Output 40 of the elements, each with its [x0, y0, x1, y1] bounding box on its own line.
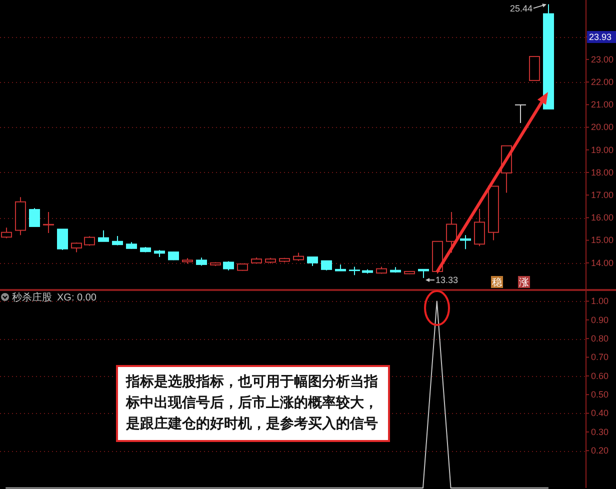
y-tick-label: 21.00 — [591, 100, 614, 110]
candlestick — [71, 242, 82, 253]
y-tick-label: 1.00 — [591, 296, 609, 306]
candlestick — [98, 230, 109, 242]
y-tick-label: 0.50 — [591, 389, 609, 400]
annotation: 涨 — [519, 276, 529, 288]
y-tick-label: 15.00 — [591, 235, 614, 246]
y-tick-label: 20.00 — [591, 122, 614, 132]
y-tick-label: 0.90 — [591, 314, 609, 325]
y-tick-label: 17.00 — [591, 190, 614, 200]
candlestick — [307, 256, 318, 267]
annotation: 25.44 — [510, 3, 532, 14]
annotation: 13.33 — [436, 275, 458, 286]
candlestick — [43, 212, 54, 234]
y-tick-label: 0.20 — [591, 446, 609, 456]
annotation: 指标是选股指标，也可用于幅图分析当指标中出现信号后，后市上涨的概率较大，是跟庄建仓的好时机，是参考买入的信号 — [116, 365, 390, 442]
y-tick-label: 16.00 — [591, 212, 614, 223]
y-tick-label: 0.80 — [591, 333, 609, 344]
candlestick — [57, 228, 68, 250]
y-tick-label: 23.00 — [591, 54, 614, 64]
y-tick-label: 0.40 — [591, 408, 609, 418]
candlestick — [1, 227, 12, 239]
y-tick-label: 0.70 — [591, 352, 609, 362]
y-tick-label: 22.00 — [591, 76, 614, 87]
text: 23.93 — [589, 32, 612, 42]
candlestick — [29, 208, 40, 227]
candlestick — [474, 208, 485, 247]
text: XG: 0.00 — [57, 292, 97, 304]
y-tick-label: 18.00 — [591, 167, 614, 178]
candlestick — [529, 56, 540, 81]
candlestick — [321, 260, 332, 271]
y-tick-label: 0.60 — [591, 370, 609, 381]
candlestick — [446, 212, 457, 254]
y-tick-label: 19.00 — [591, 144, 614, 155]
y-tick-label: 0.30 — [591, 426, 609, 437]
annotation: 稳 — [492, 276, 502, 288]
chart-title: 秒杀庄股 — [12, 292, 52, 304]
candlestick — [515, 104, 526, 124]
y-tick-label: 14.00 — [591, 258, 614, 268]
candlestick — [460, 234, 471, 250]
